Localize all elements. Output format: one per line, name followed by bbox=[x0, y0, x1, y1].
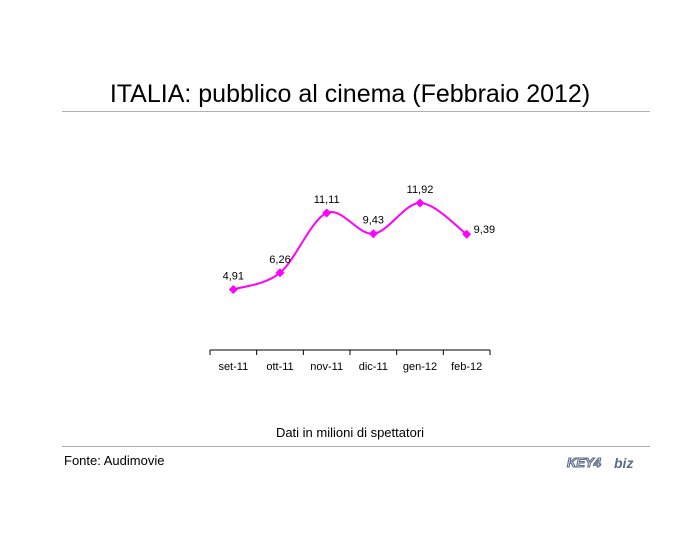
data-point-marker bbox=[462, 229, 472, 239]
data-label: 4,91 bbox=[223, 270, 244, 282]
x-tick-label: ott-11 bbox=[266, 361, 293, 373]
x-tick-label: dic-11 bbox=[359, 361, 388, 373]
series-line-layer bbox=[232, 201, 468, 291]
logo-text-left: KEY4 bbox=[567, 455, 602, 470]
units-note: Dati in milioni di spettatori bbox=[275, 425, 425, 440]
data-point-marker bbox=[228, 284, 238, 294]
source-note: Fonte: Audimovie bbox=[64, 453, 165, 468]
chart-title: ITALIA: pubblico al cinema (Febbraio 201… bbox=[109, 80, 591, 108]
data-label: 11,92 bbox=[407, 184, 434, 196]
marker-layer bbox=[228, 198, 472, 294]
data-label-layer: 4,91 6,26 11,11 9,43 11,92 9,39 bbox=[223, 184, 495, 282]
series-line bbox=[232, 201, 468, 291]
data-point-marker bbox=[415, 198, 425, 208]
logo-text-right: biz bbox=[614, 455, 633, 471]
x-tick-label: set-11 bbox=[218, 361, 248, 373]
data-point-marker bbox=[275, 268, 285, 278]
data-label: 9,43 bbox=[363, 215, 384, 227]
data-label: 9,39 bbox=[474, 224, 495, 236]
data-label: 6,26 bbox=[269, 254, 290, 266]
data-point-marker bbox=[322, 208, 332, 218]
top-divider bbox=[62, 111, 650, 112]
keybiz-logo: KEY4 biz bbox=[566, 454, 633, 471]
x-tick-label: nov-11 bbox=[310, 361, 343, 373]
data-label: 11,11 bbox=[314, 194, 340, 206]
x-tick-label: gen-12 bbox=[403, 361, 437, 373]
line-chart: set-11 ott-11 nov-11 dic-11 gen-12 feb-12 4,9… bbox=[209, 184, 495, 373]
bottom-divider bbox=[62, 446, 650, 447]
data-point-marker bbox=[368, 229, 378, 239]
x-axis: set-11 ott-11 nov-11 dic-11 gen-12 feb-12 bbox=[209, 349, 491, 373]
x-tick-label: feb-12 bbox=[451, 361, 482, 373]
